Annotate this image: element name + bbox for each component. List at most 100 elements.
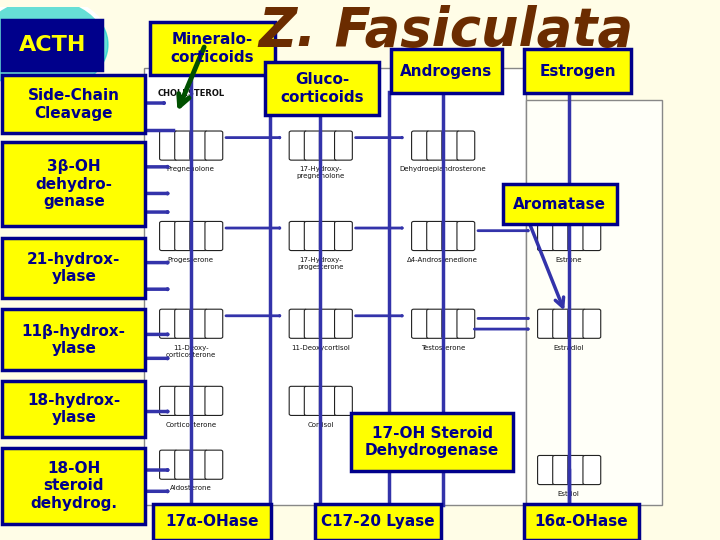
Text: Δ4-Androstenedione: Δ4-Androstenedione xyxy=(408,256,478,263)
Text: Pregnenolone: Pregnenolone xyxy=(167,166,215,172)
FancyBboxPatch shape xyxy=(205,309,222,339)
FancyBboxPatch shape xyxy=(335,221,352,251)
FancyBboxPatch shape xyxy=(205,450,222,480)
FancyBboxPatch shape xyxy=(160,450,177,480)
FancyBboxPatch shape xyxy=(412,309,429,339)
Text: Z. Fasiculata: Z. Fasiculata xyxy=(258,5,634,57)
FancyBboxPatch shape xyxy=(305,131,322,160)
Text: Dehydroepiandrosterone: Dehydroepiandrosterone xyxy=(400,166,486,172)
Text: 18-hydrox-
ylase: 18-hydrox- ylase xyxy=(27,393,120,425)
Text: ACTH: ACTH xyxy=(19,35,86,55)
Text: 21-hydrox-
ylase: 21-hydrox- ylase xyxy=(27,252,120,284)
FancyBboxPatch shape xyxy=(190,131,207,160)
FancyBboxPatch shape xyxy=(2,19,102,70)
FancyBboxPatch shape xyxy=(2,309,145,370)
Text: C17-20 Lyase: C17-20 Lyase xyxy=(321,515,435,529)
FancyBboxPatch shape xyxy=(568,309,585,339)
FancyBboxPatch shape xyxy=(553,221,570,251)
FancyBboxPatch shape xyxy=(175,386,192,415)
Text: Testosterone: Testosterone xyxy=(420,345,465,350)
FancyBboxPatch shape xyxy=(190,386,207,415)
Text: 17α-OHase: 17α-OHase xyxy=(166,515,259,529)
FancyBboxPatch shape xyxy=(457,221,474,251)
Text: Progesterone: Progesterone xyxy=(168,256,214,263)
Text: Gluco-
corticoids: Gluco- corticoids xyxy=(280,72,364,105)
FancyBboxPatch shape xyxy=(427,221,444,251)
Text: 17-OH Steroid
Dehydrogenase: 17-OH Steroid Dehydrogenase xyxy=(365,426,499,458)
Text: Estrogen: Estrogen xyxy=(539,64,616,79)
FancyBboxPatch shape xyxy=(2,76,145,133)
Text: Estrone: Estrone xyxy=(556,256,582,263)
FancyBboxPatch shape xyxy=(457,309,474,339)
FancyBboxPatch shape xyxy=(289,386,307,415)
FancyBboxPatch shape xyxy=(160,309,177,339)
FancyBboxPatch shape xyxy=(335,309,352,339)
FancyBboxPatch shape xyxy=(289,131,307,160)
FancyBboxPatch shape xyxy=(205,386,222,415)
FancyBboxPatch shape xyxy=(391,49,502,93)
Text: Estriol: Estriol xyxy=(558,491,580,497)
FancyBboxPatch shape xyxy=(190,450,207,480)
Text: CHOLESTEROL: CHOLESTEROL xyxy=(157,89,225,98)
Text: Mineralo-
corticoids: Mineralo- corticoids xyxy=(171,32,254,65)
FancyBboxPatch shape xyxy=(526,100,662,504)
FancyBboxPatch shape xyxy=(150,22,275,75)
FancyBboxPatch shape xyxy=(153,503,271,540)
FancyBboxPatch shape xyxy=(175,131,192,160)
Text: Aldosterone: Aldosterone xyxy=(170,485,212,491)
FancyBboxPatch shape xyxy=(175,309,192,339)
Text: 11-Deoxy-
corticosterone: 11-Deoxy- corticosterone xyxy=(166,345,216,357)
FancyBboxPatch shape xyxy=(175,450,192,480)
FancyBboxPatch shape xyxy=(175,221,192,251)
Text: Aromatase: Aromatase xyxy=(513,197,606,212)
FancyBboxPatch shape xyxy=(2,238,145,298)
FancyBboxPatch shape xyxy=(583,221,600,251)
Circle shape xyxy=(0,0,108,92)
FancyBboxPatch shape xyxy=(427,309,444,339)
FancyBboxPatch shape xyxy=(190,221,207,251)
Text: 16α-OHase: 16α-OHase xyxy=(534,515,629,529)
Text: Androgens: Androgens xyxy=(400,64,492,79)
FancyBboxPatch shape xyxy=(160,131,177,160)
Text: 3β-OH
dehydro-
genase: 3β-OH dehydro- genase xyxy=(35,159,112,209)
FancyBboxPatch shape xyxy=(320,386,337,415)
Text: Side-Chain
Cleavage: Side-Chain Cleavage xyxy=(28,88,120,120)
FancyBboxPatch shape xyxy=(160,221,177,251)
FancyBboxPatch shape xyxy=(305,221,322,251)
FancyBboxPatch shape xyxy=(2,381,145,436)
FancyBboxPatch shape xyxy=(320,221,337,251)
Text: 18-OH
steroid
dehydrog.: 18-OH steroid dehydrog. xyxy=(30,461,117,511)
FancyBboxPatch shape xyxy=(442,309,459,339)
FancyBboxPatch shape xyxy=(320,131,337,160)
FancyBboxPatch shape xyxy=(305,386,322,415)
FancyBboxPatch shape xyxy=(335,131,352,160)
Text: Cortisol: Cortisol xyxy=(307,422,333,428)
FancyBboxPatch shape xyxy=(442,131,459,160)
FancyBboxPatch shape xyxy=(553,309,570,339)
Text: 11β-hydrox-
ylase: 11β-hydrox- ylase xyxy=(22,323,126,356)
FancyBboxPatch shape xyxy=(427,131,444,160)
FancyBboxPatch shape xyxy=(524,49,631,93)
FancyBboxPatch shape xyxy=(568,221,585,251)
FancyBboxPatch shape xyxy=(265,62,379,114)
FancyBboxPatch shape xyxy=(583,309,600,339)
Text: Estradiol: Estradiol xyxy=(554,345,584,350)
FancyBboxPatch shape xyxy=(538,309,555,339)
FancyBboxPatch shape xyxy=(160,386,177,415)
FancyBboxPatch shape xyxy=(412,221,429,251)
FancyBboxPatch shape xyxy=(2,142,145,226)
FancyBboxPatch shape xyxy=(205,131,222,160)
FancyBboxPatch shape xyxy=(289,221,307,251)
FancyBboxPatch shape xyxy=(538,455,555,484)
FancyBboxPatch shape xyxy=(553,455,570,484)
FancyBboxPatch shape xyxy=(457,131,474,160)
FancyBboxPatch shape xyxy=(412,131,429,160)
FancyBboxPatch shape xyxy=(320,309,337,339)
FancyBboxPatch shape xyxy=(335,386,352,415)
Text: 17-Hydroxy-
progesterone: 17-Hydroxy- progesterone xyxy=(297,256,343,270)
FancyBboxPatch shape xyxy=(205,221,222,251)
Text: 17-Hydroxy-
pregnenolone: 17-Hydroxy- pregnenolone xyxy=(296,166,345,179)
FancyBboxPatch shape xyxy=(289,309,307,339)
FancyBboxPatch shape xyxy=(315,503,441,540)
FancyBboxPatch shape xyxy=(351,413,513,471)
